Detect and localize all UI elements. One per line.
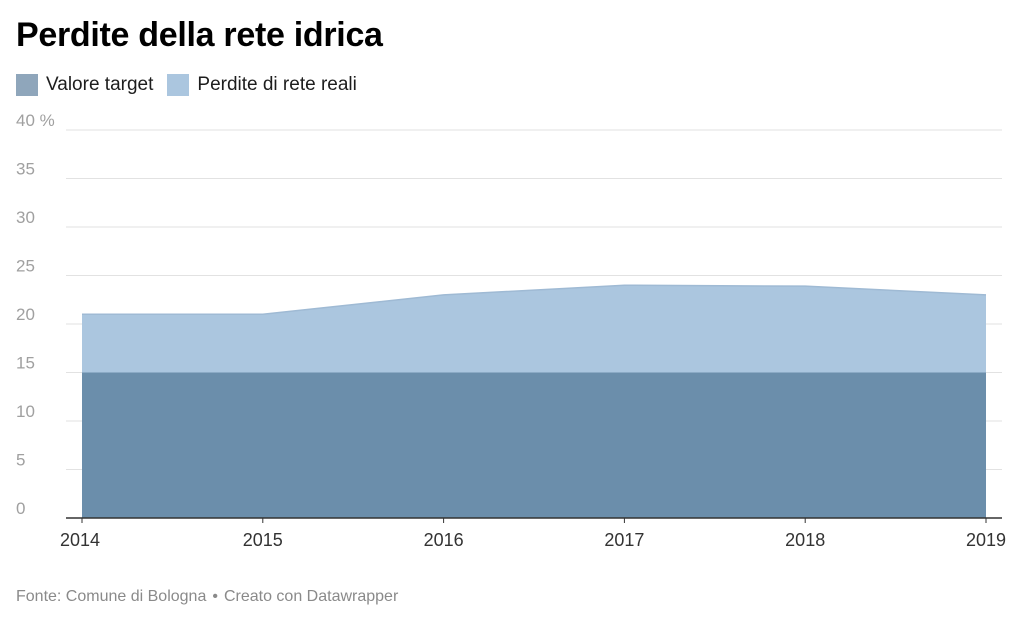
legend-swatch-target	[16, 74, 38, 96]
x-tick-label-2015: 2015	[243, 530, 283, 550]
y-tick-label-25: 25	[16, 257, 35, 276]
y-tick-label-30: 30	[16, 208, 35, 227]
x-tick-label-2016: 2016	[424, 530, 464, 550]
source-note: Fonte: Comune di Bologna	[16, 588, 207, 605]
x-tick-label-2018: 2018	[785, 530, 825, 550]
legend-item-target: Valore target	[16, 74, 153, 96]
legend-label-target: Valore target	[46, 74, 154, 95]
chart-title: Perdite della rete idrica	[16, 16, 383, 54]
y-tick-label-0: 0	[16, 499, 25, 518]
x-tick-label-2017: 2017	[604, 530, 644, 550]
y-tick-label-10: 10	[16, 402, 35, 421]
area-series-target	[82, 372, 986, 518]
y-tick-label-15: 15	[16, 354, 35, 373]
footer: Fonte: Comune di Bologna • Creato con Data…	[16, 588, 398, 606]
y-tick-label-40: 40 %	[16, 111, 55, 130]
footer-separator: •	[212, 588, 218, 605]
legend: Valore target Perdite di rete reali	[16, 74, 357, 96]
legend-label-actual: Perdite di rete reali	[197, 74, 357, 95]
legend-item-actual: Perdite di rete reali	[167, 74, 357, 96]
x-tick-label-2014: 2014	[60, 530, 100, 550]
y-tick-label-35: 35	[16, 160, 35, 179]
y-tick-label-20: 20	[16, 305, 35, 324]
area-chart: 0 5 10 15 20 25 30 35 40 % 2014 2015 2016 2017 2018 20…	[16, 111, 1006, 550]
x-tick-label-2019: 2019	[966, 530, 1006, 550]
credit-note: Creato con Datawrapper	[223, 588, 399, 605]
line-series-actual	[82, 284, 987, 316]
y-tick-label-5: 5	[16, 451, 25, 470]
legend-swatch-actual	[167, 74, 190, 96]
